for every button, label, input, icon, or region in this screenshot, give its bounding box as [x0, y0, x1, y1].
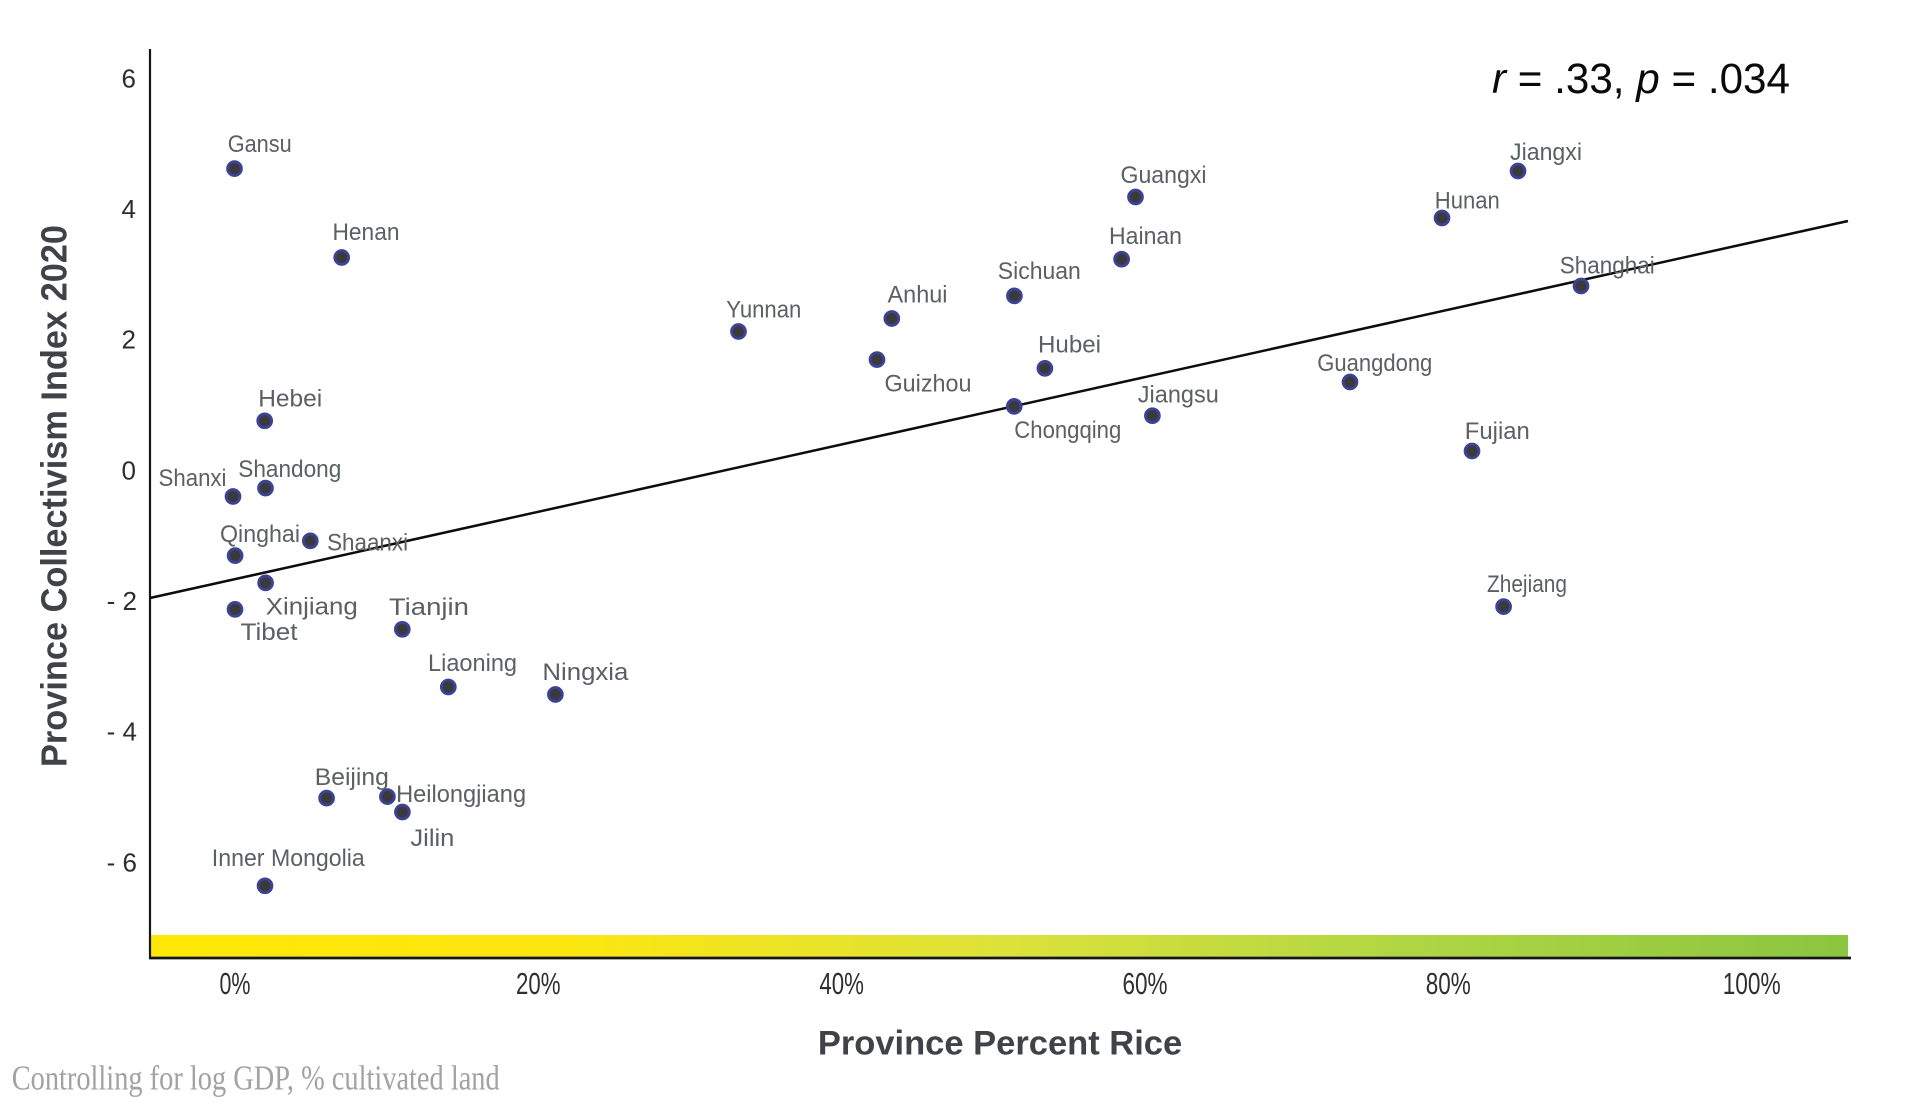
- svg-text:Guizhou: Guizhou: [885, 371, 972, 398]
- svg-text:40%: 40%: [819, 967, 864, 1001]
- svg-text:Ningxia: Ningxia: [542, 659, 628, 686]
- svg-text:Shanghai: Shanghai: [1560, 253, 1655, 280]
- svg-text:Jiangsu: Jiangsu: [1138, 381, 1219, 408]
- svg-text:Shanxi: Shanxi: [159, 465, 227, 492]
- svg-text:Controlling for log GDP, % cul: Controlling for log GDP, % cultivated la…: [12, 1058, 500, 1097]
- svg-text:4: 4: [122, 194, 136, 224]
- svg-text:Hubei: Hubei: [1038, 331, 1101, 358]
- svg-text:Province Percent Rice: Province Percent Rice: [818, 1025, 1182, 1063]
- svg-text:Guangxi: Guangxi: [1121, 162, 1207, 189]
- svg-text:Hainan: Hainan: [1109, 223, 1182, 250]
- svg-text:100%: 100%: [1723, 967, 1781, 1001]
- svg-text:20%: 20%: [516, 967, 561, 1001]
- svg-text:Hunan: Hunan: [1435, 188, 1500, 215]
- svg-text:60%: 60%: [1123, 967, 1168, 1001]
- svg-text:Inner Mongolia: Inner Mongolia: [212, 845, 365, 872]
- svg-text:Province Collectivism Index 20: Province Collectivism Index 2020: [34, 225, 75, 767]
- svg-text:80%: 80%: [1426, 967, 1471, 1001]
- svg-text:Xinjiang: Xinjiang: [266, 594, 358, 621]
- svg-text:Henan: Henan: [333, 219, 400, 246]
- svg-text:Yunnan: Yunnan: [726, 297, 801, 324]
- svg-text:Gansu: Gansu: [228, 131, 292, 158]
- svg-text:- 6: - 6: [107, 847, 137, 877]
- svg-text:Heilongjiang: Heilongjiang: [396, 781, 526, 808]
- svg-text:Tibet: Tibet: [241, 619, 298, 646]
- svg-text:6: 6: [122, 63, 136, 93]
- svg-text:Qinghai: Qinghai: [220, 521, 300, 548]
- svg-text:Guangdong: Guangdong: [1317, 350, 1432, 377]
- svg-text:- 2: - 2: [107, 586, 137, 616]
- svg-text:Liaoning: Liaoning: [428, 650, 517, 677]
- svg-text:Beijing: Beijing: [315, 764, 389, 791]
- svg-text:Hebei: Hebei: [258, 386, 322, 413]
- svg-text:Jilin: Jilin: [410, 825, 454, 852]
- svg-text:2: 2: [122, 325, 136, 355]
- svg-text:Tianjin: Tianjin: [389, 594, 469, 621]
- svg-text:Jiangxi: Jiangxi: [1510, 139, 1582, 166]
- svg-text:Fujian: Fujian: [1465, 418, 1530, 445]
- svg-text:r = .33, p = .034: r = .33, p = .034: [1492, 55, 1790, 103]
- svg-text:Anhui: Anhui: [888, 282, 948, 309]
- svg-text:0: 0: [122, 455, 136, 485]
- svg-text:Shaanxi: Shaanxi: [327, 529, 408, 556]
- svg-text:Shandong: Shandong: [238, 456, 341, 483]
- svg-text:- 4: - 4: [107, 717, 137, 747]
- svg-text:Chongqing: Chongqing: [1014, 417, 1121, 444]
- svg-text:0%: 0%: [220, 967, 251, 1001]
- svg-text:Sichuan: Sichuan: [998, 258, 1081, 285]
- svg-text:Zhejiang: Zhejiang: [1487, 571, 1567, 598]
